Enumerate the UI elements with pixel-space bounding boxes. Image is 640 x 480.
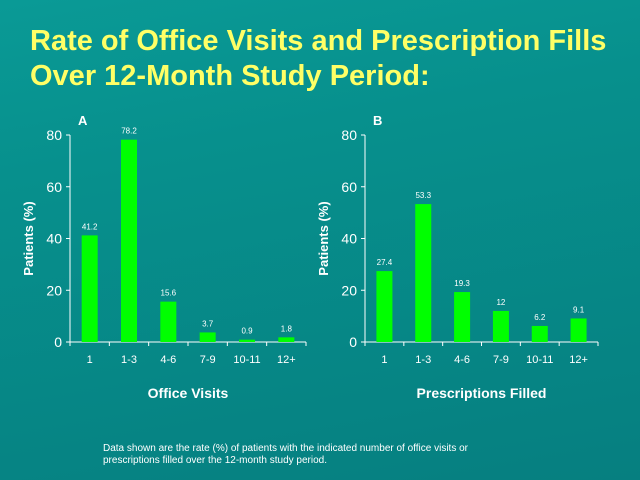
panel-label-a: A: [78, 113, 88, 128]
y-tick-label-b: 0: [349, 334, 357, 350]
x-tick-label-b: 12+: [569, 354, 588, 366]
x-tick-label-a: 10-11: [233, 354, 260, 366]
x-axis-title-b: Prescriptions Filled: [417, 385, 547, 401]
x-axis-title-a: Office Visits: [148, 385, 229, 401]
bar-a-2: [160, 301, 177, 342]
x-tick-label-b: 7-9: [493, 354, 509, 366]
y-tick-label-a: 20: [46, 282, 62, 298]
data-label-a-5: 1.8: [281, 324, 293, 333]
x-tick-label-b: 4-6: [454, 354, 470, 366]
data-label-a-4: 0.9: [241, 327, 253, 336]
bar-b-3: [492, 310, 509, 342]
data-label-b-4: 6.2: [534, 313, 546, 322]
x-tick-label-a: 4-6: [160, 354, 176, 366]
footnote: Data shown are the rate (%) of patients …: [103, 443, 468, 466]
data-label-b-0: 27.4: [377, 258, 393, 267]
y-tick-label-a: 0: [54, 334, 62, 350]
data-label-b-3: 12: [496, 298, 505, 307]
bar-a-5: [278, 337, 295, 342]
bar-b-2: [454, 292, 471, 342]
y-tick-label-b: 40: [341, 231, 357, 247]
data-label-b-5: 9.1: [573, 305, 585, 314]
bar-a-3: [199, 332, 216, 342]
x-tick-label-a: 1: [87, 354, 93, 366]
data-label-b-2: 19.3: [454, 279, 470, 288]
data-label-a-2: 15.6: [161, 289, 177, 298]
y-tick-label-a: 40: [46, 231, 62, 247]
bar-b-5: [570, 318, 587, 342]
x-tick-label-a: 7-9: [200, 354, 216, 366]
y-tick-label-b: 60: [341, 179, 357, 195]
bar-b-1: [415, 204, 432, 342]
x-tick-label-b: 10-11: [526, 354, 553, 366]
x-tick-label-a: 12+: [277, 354, 296, 366]
y-tick-label-a: 80: [46, 127, 62, 143]
y-tick-label-b: 80: [341, 127, 357, 143]
x-tick-label-a: 1-3: [121, 354, 137, 366]
panel-label-b: B: [373, 113, 382, 128]
data-label-a-3: 3.7: [202, 319, 214, 328]
y-tick-label-b: 20: [341, 282, 357, 298]
bar-b-4: [531, 325, 548, 342]
data-label-a-1: 78.2: [121, 127, 137, 136]
bar-a-1: [121, 139, 137, 342]
x-tick-label-b: 1-3: [415, 354, 431, 366]
bar-b-0: [376, 271, 393, 342]
x-tick-label-b: 1: [381, 354, 387, 366]
y-axis-title-a: Patients (%): [21, 201, 36, 275]
bar-a-0: [81, 235, 98, 342]
bar-a-4: [239, 339, 255, 342]
data-label-b-1: 53.3: [415, 191, 431, 200]
data-label-a-0: 41.2: [82, 222, 98, 231]
slide-title: Rate of Office Visits and Prescription F…: [30, 25, 607, 92]
y-axis-title-b: Patients (%): [316, 201, 331, 275]
y-tick-label-a: 60: [46, 179, 62, 195]
